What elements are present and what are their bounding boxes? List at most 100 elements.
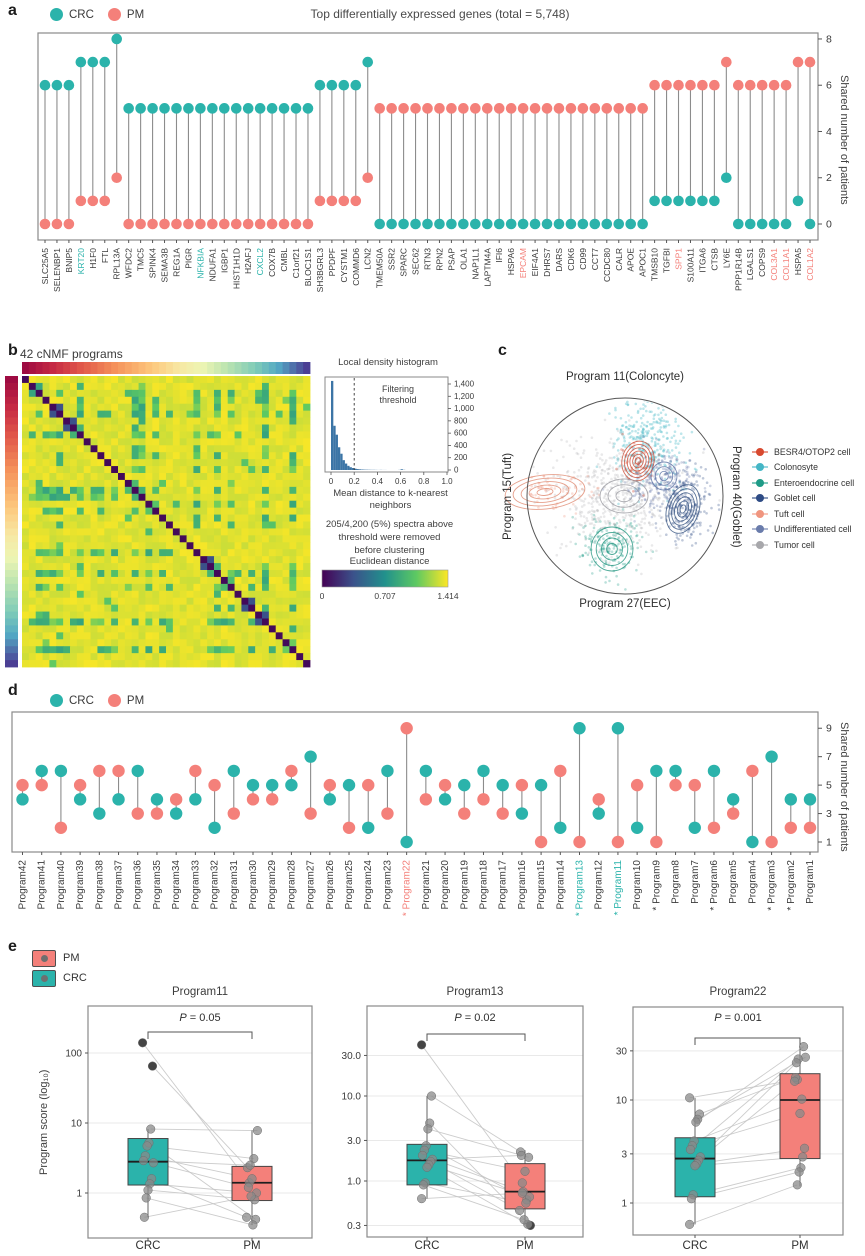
hist-y-tick-label: 1,400 — [454, 380, 475, 389]
program-label: Program10 — [632, 860, 643, 910]
pm-dot — [87, 195, 99, 207]
gene-label: COMMD6 — [351, 248, 361, 286]
top-strip-cell — [166, 362, 174, 374]
histogram-bar — [340, 453, 343, 470]
gene-label: BNIP5 — [64, 248, 74, 273]
pm-dot — [159, 218, 170, 230]
data-point — [247, 1174, 257, 1184]
program-label: Program27 — [306, 860, 317, 910]
contour-ring — [676, 500, 690, 518]
gene-label: TMC5 — [136, 248, 146, 271]
y-tick-label: 8 — [826, 33, 832, 45]
top-strip-cell — [83, 362, 91, 374]
gene-label: TGFBI — [662, 248, 672, 273]
boxplot-Program22: 1 3 10 30 — [616, 1006, 844, 1238]
crc-dot — [493, 218, 505, 230]
program-label: Program17 — [498, 860, 509, 910]
program-label: Program8 — [671, 860, 682, 904]
hist-y-tick-label: 0 — [454, 466, 459, 475]
contour-ring — [607, 484, 641, 508]
top-strip-cell — [56, 362, 64, 374]
crc-dot — [285, 778, 298, 792]
pm-dot — [266, 218, 278, 230]
plot-frame — [632, 1006, 844, 1236]
left-strip-cell — [5, 493, 18, 502]
pm-dot — [505, 103, 517, 114]
data-point — [248, 1220, 258, 1230]
p-value-bracket — [426, 1033, 526, 1041]
gene-label: NFKBIA — [195, 248, 205, 279]
program-label: Program21 — [421, 860, 432, 910]
y-tick-label: 10 — [616, 1096, 628, 1107]
crc-dot — [553, 218, 565, 230]
pm-dot — [577, 103, 589, 114]
data-point — [418, 1180, 428, 1190]
boxplot-Program13: 0.3 1.0 3.0 10.0 30.0 — [342, 1005, 584, 1240]
gene-label: PSAP — [446, 248, 456, 271]
left-strip-cell — [5, 500, 18, 509]
left-strip-cell — [5, 438, 18, 446]
data-point — [147, 1061, 158, 1071]
panel-d-chart: 1 3 5 7 9 Program42 Program41 Program40 Program3… — [11, 711, 832, 916]
hist-y-tick-label: 800 — [454, 416, 468, 425]
left-strip-cell — [5, 431, 18, 439]
pm-dot — [39, 218, 51, 230]
data-point — [519, 1215, 529, 1225]
pm-dot — [565, 103, 577, 114]
pm-dot — [438, 778, 452, 792]
pm-dot — [362, 172, 374, 184]
program-label: Program36 — [133, 860, 144, 910]
data-point — [794, 1167, 804, 1177]
crc-dot — [51, 79, 63, 91]
crc-dot — [784, 793, 797, 806]
crc-dot — [650, 764, 663, 778]
left-strip-cell — [5, 653, 18, 661]
histogram-bar — [356, 469, 359, 470]
hist-x-tick-label: 0.2 — [349, 477, 361, 486]
crc-dot — [147, 103, 158, 114]
pm-dot — [278, 218, 290, 230]
y-tick-label: 30 — [616, 1046, 628, 1057]
panel-b-heatmap — [5, 362, 311, 668]
top-strip-cell — [248, 362, 256, 374]
gene-label: HSPA6 — [506, 248, 516, 276]
euclidean-colorbar — [321, 569, 449, 588]
gene-label: DARS — [554, 248, 564, 272]
gene-label: TMSB10 — [650, 248, 660, 281]
program-label: * Program3 — [767, 860, 778, 911]
gene-label: DHRS7 — [542, 248, 552, 277]
crc-dot — [39, 79, 51, 91]
gene-label: SSR2 — [387, 248, 397, 270]
pm-dot — [756, 79, 768, 91]
gene-label: NDUFA1 — [207, 248, 217, 282]
pm-dot — [589, 103, 601, 114]
gene-label: CTSB — [709, 248, 719, 271]
data-point — [139, 1212, 149, 1222]
program-label: Program34 — [171, 860, 182, 910]
left-strip-cell — [5, 583, 18, 592]
top-strip-cell — [104, 362, 112, 374]
left-strip-cell — [5, 396, 18, 405]
program-label: Program23 — [382, 860, 393, 910]
top-strip-cell — [296, 362, 304, 374]
gene-label: HSPA5 — [793, 248, 803, 276]
pm-dot — [207, 218, 218, 230]
data-point — [685, 1219, 695, 1229]
contour-ring — [650, 461, 678, 491]
top-strip-cell — [22, 362, 30, 374]
pm-dot — [398, 103, 409, 114]
gene-label: COL1A1 — [781, 248, 791, 281]
gene-label: REG1A — [171, 248, 181, 277]
top-strip-cell — [70, 362, 78, 374]
top-strip-cell — [118, 362, 126, 374]
pm-dot — [147, 218, 158, 230]
top-strip-cell — [159, 362, 167, 374]
pm-dot — [669, 778, 682, 792]
gene-label: RPN2 — [434, 248, 444, 271]
left-strip-cell — [5, 660, 18, 668]
contour-ring — [512, 477, 578, 507]
plot-frame — [87, 1005, 313, 1239]
gene-label: OLA1 — [458, 248, 468, 270]
pm-dot — [803, 821, 817, 834]
crc-dot — [732, 218, 744, 230]
